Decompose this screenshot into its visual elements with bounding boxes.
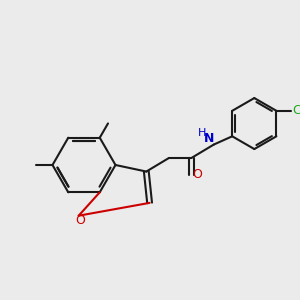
Text: O: O bbox=[192, 168, 202, 181]
Text: H: H bbox=[198, 128, 207, 138]
Text: O: O bbox=[75, 214, 85, 227]
Text: N: N bbox=[204, 132, 214, 145]
Text: Cl: Cl bbox=[292, 104, 300, 117]
